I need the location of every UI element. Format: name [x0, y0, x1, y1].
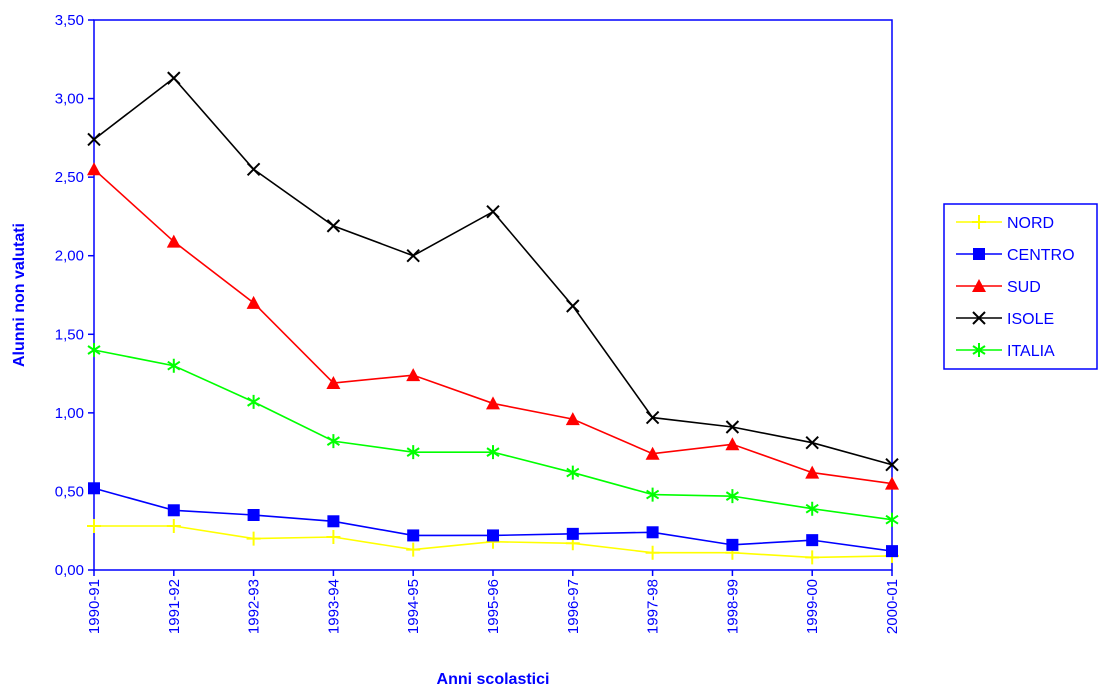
data-point	[247, 509, 260, 521]
x-axis-title: Anni scolastici	[437, 671, 550, 688]
legend-marker	[972, 343, 986, 357]
data-point	[166, 519, 181, 533]
legend-label: ISOLE	[1007, 311, 1054, 328]
data-point	[806, 534, 819, 547]
data-point	[167, 504, 180, 517]
data-point	[725, 489, 739, 504]
x-tick-label: 1992-93	[246, 579, 263, 634]
data-point	[646, 526, 659, 539]
legend-marker	[972, 279, 986, 292]
data-point	[87, 519, 101, 533]
data-point	[246, 531, 261, 546]
x-tick-label: 1998-99	[724, 579, 741, 634]
data-point	[885, 458, 899, 472]
data-point	[566, 527, 579, 540]
series-isole	[87, 71, 899, 472]
data-point	[406, 368, 421, 382]
data-point	[246, 295, 261, 309]
data-point	[247, 394, 261, 409]
data-point	[486, 445, 500, 460]
data-point	[406, 445, 420, 460]
data-point	[87, 162, 101, 176]
data-point	[565, 412, 580, 426]
x-tick-label: 1995-96	[485, 579, 502, 634]
data-point	[566, 299, 580, 313]
y-tick-label: 0,50	[55, 483, 84, 500]
legend-marker	[972, 215, 986, 229]
data-point	[645, 410, 660, 425]
y-tick-label: 0,00	[55, 562, 84, 579]
data-point	[646, 487, 660, 502]
data-point	[805, 501, 819, 516]
series-nord	[87, 519, 899, 565]
data-point	[406, 542, 421, 557]
data-point	[88, 482, 100, 495]
data-point	[645, 545, 660, 560]
y-tick-label: 1,00	[55, 405, 84, 422]
x-tick-label: 2000-01	[884, 579, 901, 634]
legend-marker	[972, 311, 986, 325]
data-point	[167, 71, 181, 85]
data-point	[326, 434, 340, 449]
data-point	[726, 538, 739, 551]
data-point	[725, 437, 740, 451]
legend-marker	[973, 248, 985, 260]
y-axis: 0,00 0,50 1,00 1,50 2,00 2,50 3,00 3,50	[55, 12, 94, 579]
y-tick-label: 2,00	[55, 248, 84, 265]
series-layer	[87, 71, 899, 565]
plot-area	[93, 19, 893, 571]
series-centro	[88, 482, 898, 558]
data-point	[885, 476, 899, 490]
x-tick-label: 1990-91	[86, 579, 103, 634]
data-point	[87, 132, 101, 147]
data-point	[87, 343, 101, 357]
y-tick-label: 2,50	[55, 169, 84, 186]
data-point	[805, 465, 820, 479]
data-point	[166, 234, 181, 248]
y-tick-label: 1,50	[55, 326, 84, 343]
data-point	[805, 550, 820, 565]
x-tick-label: 1991-92	[166, 579, 183, 634]
x-axis: 1990-91 1991-92 1992-93 1993-94 1994-95 1995-…	[86, 570, 901, 634]
x-tick-label: 1999-00	[804, 579, 821, 634]
series-italia	[87, 343, 899, 527]
series-sud	[87, 162, 899, 490]
legend-label: CENTRO	[1007, 247, 1075, 264]
data-point	[487, 529, 499, 542]
y-tick-label: 3,00	[55, 91, 84, 108]
legend-label: NORD	[1007, 215, 1054, 232]
data-point	[486, 205, 500, 219]
data-point	[406, 249, 420, 263]
x-tick-label: 1997-98	[645, 579, 662, 634]
legend: NORD CENTRO SUD ISOLE ITALIA	[943, 203, 1098, 370]
data-point	[725, 420, 740, 434]
y-axis-title: Alunni non valutati	[11, 223, 28, 367]
data-point	[326, 219, 341, 233]
data-point	[407, 529, 420, 542]
y-tick-label: 3,50	[55, 12, 84, 29]
x-tick-label: 1996-97	[565, 579, 582, 634]
data-point	[645, 446, 660, 460]
data-point	[246, 162, 261, 176]
x-tick-label: 1993-94	[325, 579, 342, 634]
legend-label: SUD	[1007, 279, 1041, 296]
data-point	[486, 396, 500, 410]
data-point	[885, 512, 899, 527]
data-point	[326, 530, 341, 544]
x-tick-label: 1994-95	[405, 579, 422, 634]
data-point	[805, 436, 819, 450]
data-point	[167, 358, 181, 373]
data-point	[326, 376, 341, 389]
legend-label: ITALIA	[1007, 343, 1055, 360]
data-point	[886, 545, 898, 558]
data-point	[566, 465, 580, 480]
data-point	[327, 515, 340, 528]
